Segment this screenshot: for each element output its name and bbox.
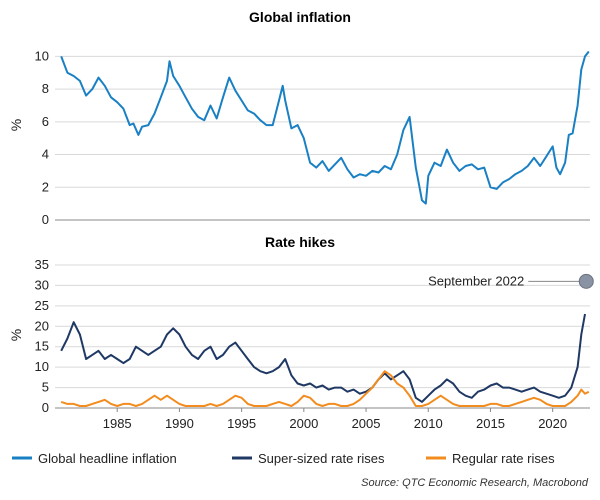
- annotation-label: September 2022: [428, 273, 524, 288]
- y-ticks-top: 0 2 4 6 8 10: [35, 48, 49, 227]
- x-tick-label-4: 2005: [352, 416, 381, 431]
- chart-title-bottom: Rate hikes: [265, 234, 335, 250]
- x-ticks-bottom: 1985 1990 1995 2000 2005 2010 2015 2020: [103, 408, 567, 431]
- gridlines-bottom: [55, 264, 590, 409]
- legend-label-1: Super-sized rate rises: [258, 451, 385, 466]
- y-tick-bottom-1: 5: [42, 380, 49, 395]
- y-axis-label-top: %: [8, 119, 24, 131]
- x-tick-label-3: 2000: [289, 416, 318, 431]
- y-tick-bottom-3: 15: [35, 339, 49, 354]
- annotation-group: September 2022: [428, 273, 594, 289]
- series-top: [60, 50, 590, 205]
- y-tick-top-0: 0: [42, 212, 49, 227]
- y-tick-bottom-5: 25: [35, 298, 49, 313]
- series-line-bottom-0: [60, 313, 586, 403]
- y-tick-top-4: 8: [42, 81, 49, 96]
- annotation-marker: [578, 273, 594, 289]
- x-tick-label-6: 2015: [476, 416, 505, 431]
- legend: Global headline inflation Super-sized rat…: [12, 451, 555, 466]
- gridlines-top: [55, 55, 590, 221]
- x-tick-label-2: 1995: [227, 416, 256, 431]
- y-tick-top-3: 6: [42, 114, 49, 129]
- y-tick-top-1: 2: [42, 179, 49, 194]
- y-tick-top-2: 4: [42, 147, 49, 162]
- y-tick-bottom-6: 30: [35, 277, 49, 292]
- y-tick-bottom-2: 10: [35, 359, 49, 374]
- series-bottom: [60, 313, 590, 407]
- y-ticks-bottom: 0 5 10 15 20 25 30 35: [35, 257, 49, 415]
- y-tick-bottom-7: 35: [35, 257, 49, 272]
- legend-label-0: Global headline inflation: [38, 451, 177, 466]
- x-tick-label-5: 2010: [414, 416, 443, 431]
- legend-label-2: Regular rate rises: [452, 451, 555, 466]
- series-line-top-0: [60, 50, 590, 205]
- x-tick-label-1: 1990: [165, 416, 194, 431]
- chart-title-top: Global inflation: [249, 9, 351, 25]
- x-tick-label-7: 2020: [538, 416, 567, 431]
- x-tick-label-0: 1985: [103, 416, 132, 431]
- series-line-bottom-1: [60, 370, 590, 407]
- y-axis-label-bottom: %: [8, 329, 24, 341]
- y-tick-bottom-4: 20: [35, 318, 49, 333]
- y-tick-top-5: 10: [35, 48, 49, 63]
- source-note: Source: QTC Economic Research, Macrobond: [361, 477, 589, 489]
- y-tick-bottom-0: 0: [42, 400, 49, 415]
